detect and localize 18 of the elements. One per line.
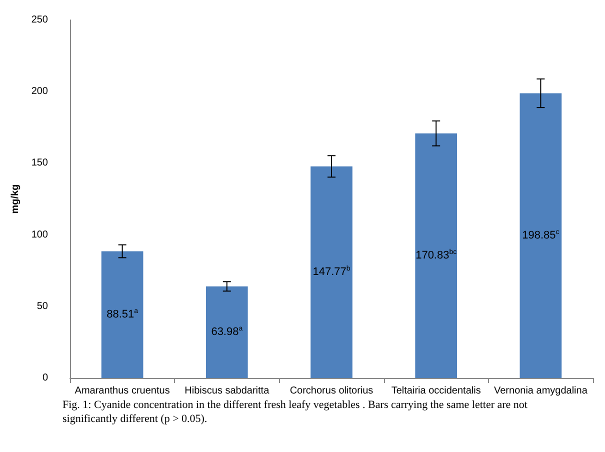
y-tick-label: 250 bbox=[31, 14, 48, 26]
y-tick-label: 50 bbox=[36, 300, 48, 312]
bar bbox=[415, 133, 458, 378]
x-tick-label: Hibiscus sabdaritta bbox=[184, 386, 270, 396]
y-tick-label: 200 bbox=[31, 86, 48, 98]
x-tick-label: Teltairia occidentalis bbox=[391, 386, 481, 396]
bar bbox=[310, 166, 352, 378]
y-tick-label: 100 bbox=[31, 229, 48, 240]
y-tick-label: 0 bbox=[42, 372, 48, 384]
bar bbox=[520, 93, 562, 378]
x-tick-label: Vernonia amygdalina bbox=[494, 386, 588, 396]
y-tick-label: 150 bbox=[31, 158, 48, 169]
x-tick-label: Amaranthus cruentus bbox=[74, 386, 170, 396]
caption: Fig. 1: Cyanide concentration in the different fresh leafy vegetables . Bars carrying the same letter are not significantly different (p > 0.05). bbox=[62, 399, 530, 425]
y-axis-title: mg/kg bbox=[10, 184, 21, 214]
bar bbox=[206, 286, 248, 378]
bar bbox=[101, 251, 144, 378]
x-tick-label: Corchorus olitorius bbox=[290, 386, 374, 396]
